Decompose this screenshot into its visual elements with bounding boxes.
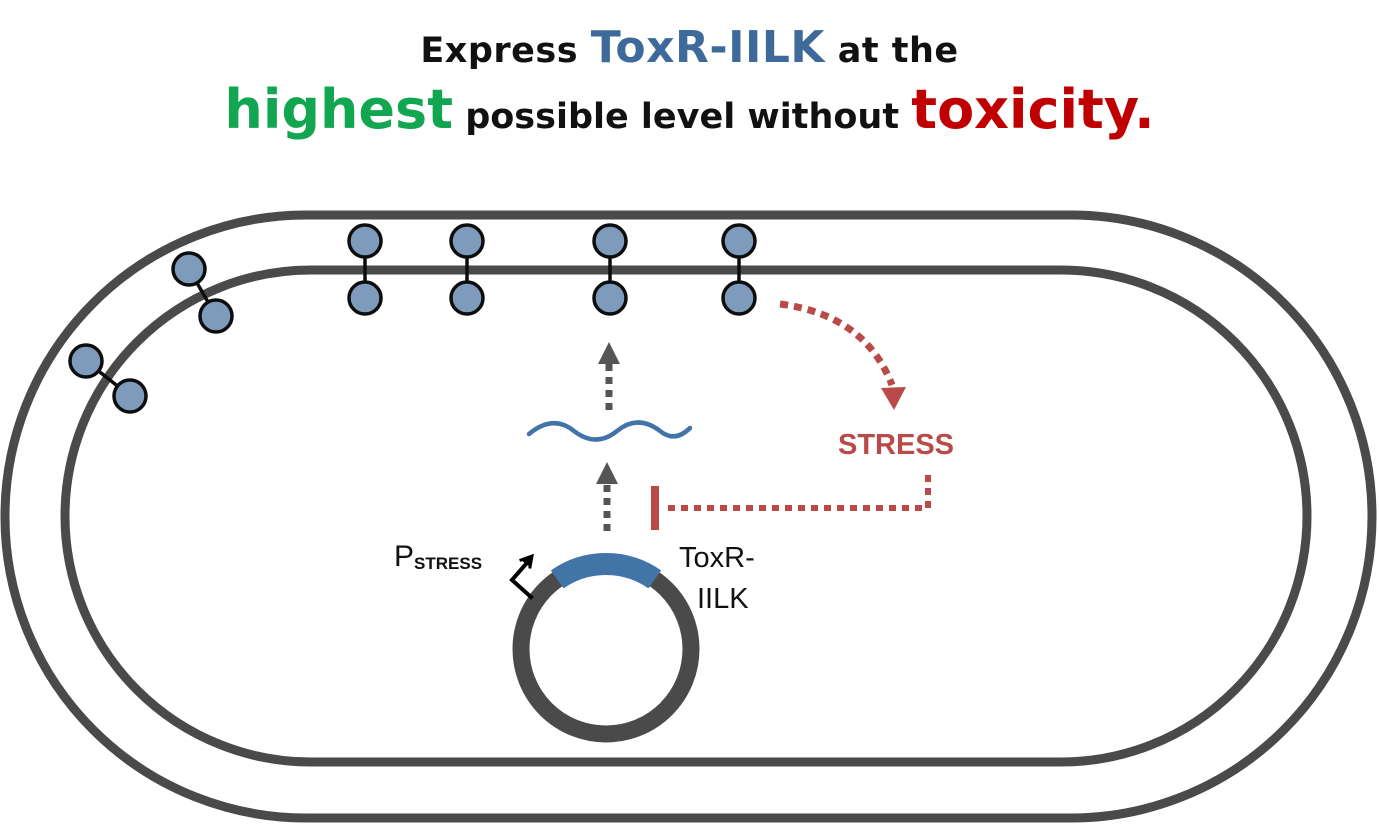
- title-toxr-highlight: ToxR-IILK: [590, 22, 826, 73]
- promoter-label-main: P: [394, 540, 414, 573]
- stress-inhibition-line: [666, 475, 931, 511]
- protein-dimer-icon: [171, 251, 234, 334]
- transcription-arrowhead-icon: [596, 462, 618, 484]
- promoter-label-sub: STRESS: [414, 554, 482, 573]
- title-suffix: at the: [825, 31, 959, 71]
- stress-arrowhead-icon: [881, 387, 906, 410]
- title-prefix: Express: [420, 31, 591, 71]
- mrna-icon: [526, 420, 693, 442]
- title-line-2: highest possible level without toxicity.: [0, 78, 1379, 141]
- title-middle: possible level without: [453, 97, 912, 137]
- membrane-proteins: [68, 223, 757, 414]
- toxr-gene-segment: [550, 553, 662, 589]
- protein-dimer-icon: [449, 223, 485, 316]
- stress-induction-arrow: [779, 300, 896, 387]
- outer-membrane: [0, 210, 1377, 823]
- gene-label-line2: IILK: [697, 583, 749, 615]
- protein-dimer-icon: [592, 223, 628, 316]
- title-toxicity-highlight: toxicity.: [911, 78, 1155, 141]
- title-highest-highlight: highest: [224, 78, 454, 141]
- protein-dimer-icon: [347, 223, 383, 316]
- promoter-arrow-icon: [509, 553, 534, 600]
- inner-membrane: [60, 265, 1312, 767]
- protein-dimer-icon: [68, 343, 148, 414]
- promoter-label: PSTRESS: [394, 540, 482, 573]
- translation-arrowhead-icon: [598, 342, 620, 364]
- title-line-1: Express ToxR-IILK at the: [0, 22, 1379, 73]
- protein-dimer-icon: [721, 223, 757, 316]
- gene-label-line1: ToxR-: [679, 542, 755, 574]
- plasmid-icon: [512, 555, 700, 743]
- stress-label: STRESS: [838, 429, 954, 461]
